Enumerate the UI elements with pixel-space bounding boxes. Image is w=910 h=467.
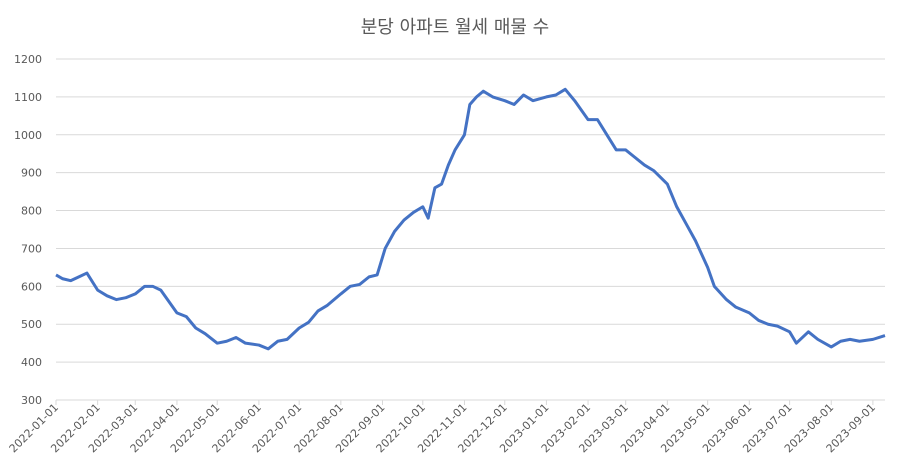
- y-tick-label: 300: [21, 394, 42, 407]
- data-line: [55, 87, 886, 351]
- y-tick-label: 1000: [14, 129, 42, 142]
- y-tick-label: 1200: [14, 53, 42, 66]
- y-tick-label: 900: [21, 167, 42, 180]
- y-tick-label: 700: [21, 242, 42, 255]
- y-tick-label: 800: [21, 205, 42, 218]
- y-tick-label: 1100: [14, 91, 42, 104]
- chart-title: 분당 아파트 월세 매물 수: [361, 17, 550, 38]
- y-tick-label: 500: [21, 318, 42, 331]
- y-tick-label: 600: [21, 280, 42, 293]
- y-tick-label: 400: [21, 356, 42, 369]
